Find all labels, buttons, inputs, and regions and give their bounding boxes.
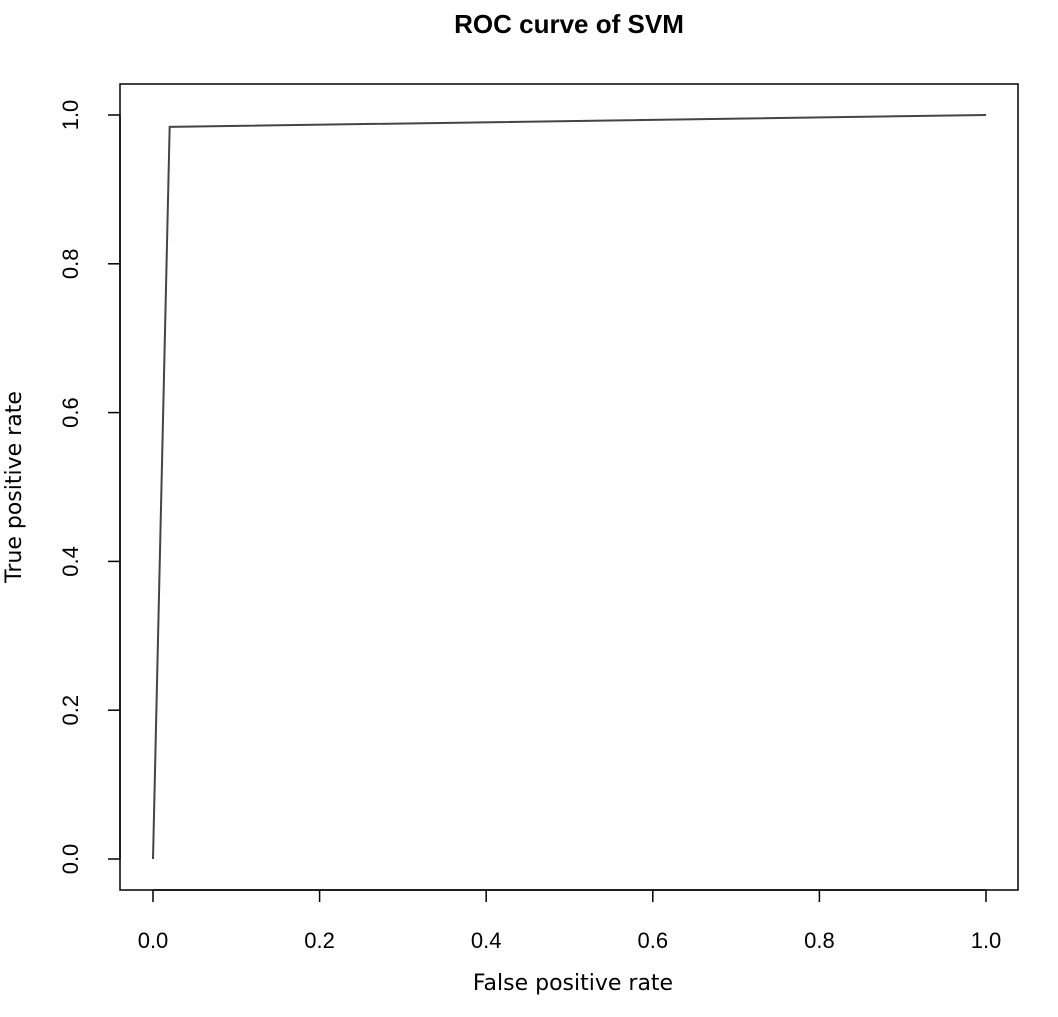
y-tick-label: 0.0 bbox=[58, 844, 83, 875]
x-tick-label: 0.6 bbox=[638, 928, 669, 953]
x-tick-label: 1.0 bbox=[971, 928, 1002, 953]
y-tick-label: 1.0 bbox=[58, 100, 83, 131]
chart-title: ROC curve of SVM bbox=[454, 9, 684, 39]
plot-frame bbox=[119, 83, 1019, 891]
x-axis: 0.0 0.2 0.4 0.6 0.8 1.0 bbox=[138, 889, 1002, 953]
x-axis-label: False positive rate bbox=[473, 971, 673, 996]
roc-curve-line bbox=[152, 114, 987, 860]
x-tick-label: 0.0 bbox=[138, 928, 169, 953]
y-tick-label: 0.4 bbox=[58, 546, 83, 577]
y-tick-label: 0.6 bbox=[58, 397, 83, 428]
y-axis-label: True positive rate bbox=[2, 391, 27, 584]
y-tick-label: 0.8 bbox=[58, 249, 83, 280]
series-layer bbox=[152, 114, 987, 860]
x-tick-label: 0.8 bbox=[804, 928, 835, 953]
y-tick-label: 0.2 bbox=[58, 695, 83, 726]
y-axis: 0.0 0.2 0.4 0.6 0.8 1.0 bbox=[58, 100, 121, 875]
x-tick-label: 0.4 bbox=[471, 928, 502, 953]
x-tick-label: 0.2 bbox=[304, 928, 335, 953]
